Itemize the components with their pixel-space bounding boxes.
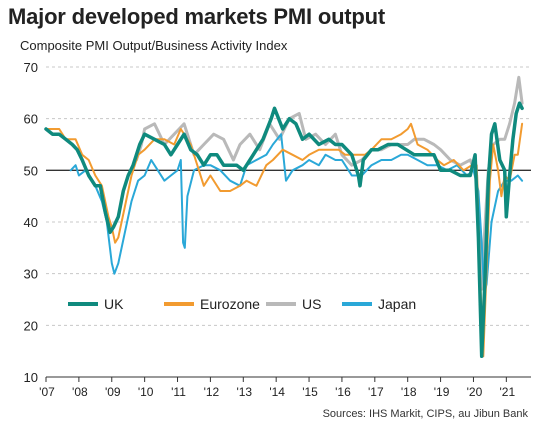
y-tick-label: 20 [24, 318, 38, 333]
y-tick-label: 60 [24, 112, 38, 127]
x-tick-label: '18 [401, 385, 417, 399]
legend-label-uk: UK [104, 296, 124, 312]
x-tick-label: '19 [434, 385, 450, 399]
x-tick-label: '10 [138, 385, 154, 399]
x-tick-label: '21 [500, 385, 516, 399]
x-tick-label: '16 [335, 385, 351, 399]
x-tick-label: '07 [39, 385, 55, 399]
x-tick-label: '09 [105, 385, 121, 399]
x-tick-label: '15 [302, 385, 318, 399]
x-tick-label: '14 [269, 385, 285, 399]
x-tick-label: '12 [204, 385, 220, 399]
series-line-uk [44, 101, 524, 359]
y-tick-label: 10 [24, 370, 38, 385]
series-line-us [134, 75, 524, 291]
x-tick-label: '11 [171, 385, 186, 399]
x-tick-label: '13 [236, 385, 252, 399]
chart-subtitle: Composite PMI Output/Business Activity I… [20, 38, 288, 53]
chart-title: Major developed markets PMI output [8, 4, 386, 29]
chart-source: Sources: IHS Markit, CIPS, au Jibun Bank [322, 408, 528, 420]
x-tick-label: '20 [467, 385, 483, 399]
legend-label-us: US [302, 296, 321, 312]
y-tick-label: 50 [24, 163, 38, 178]
y-tick-label: 30 [24, 267, 38, 282]
legend-label-eurozone: Eurozone [200, 296, 260, 312]
y-tick-label: 40 [24, 215, 38, 230]
x-tick-label: '08 [72, 385, 88, 399]
x-tick-label: '17 [368, 385, 384, 399]
y-tick-label: 70 [24, 60, 38, 75]
legend-label-japan: Japan [378, 296, 416, 312]
